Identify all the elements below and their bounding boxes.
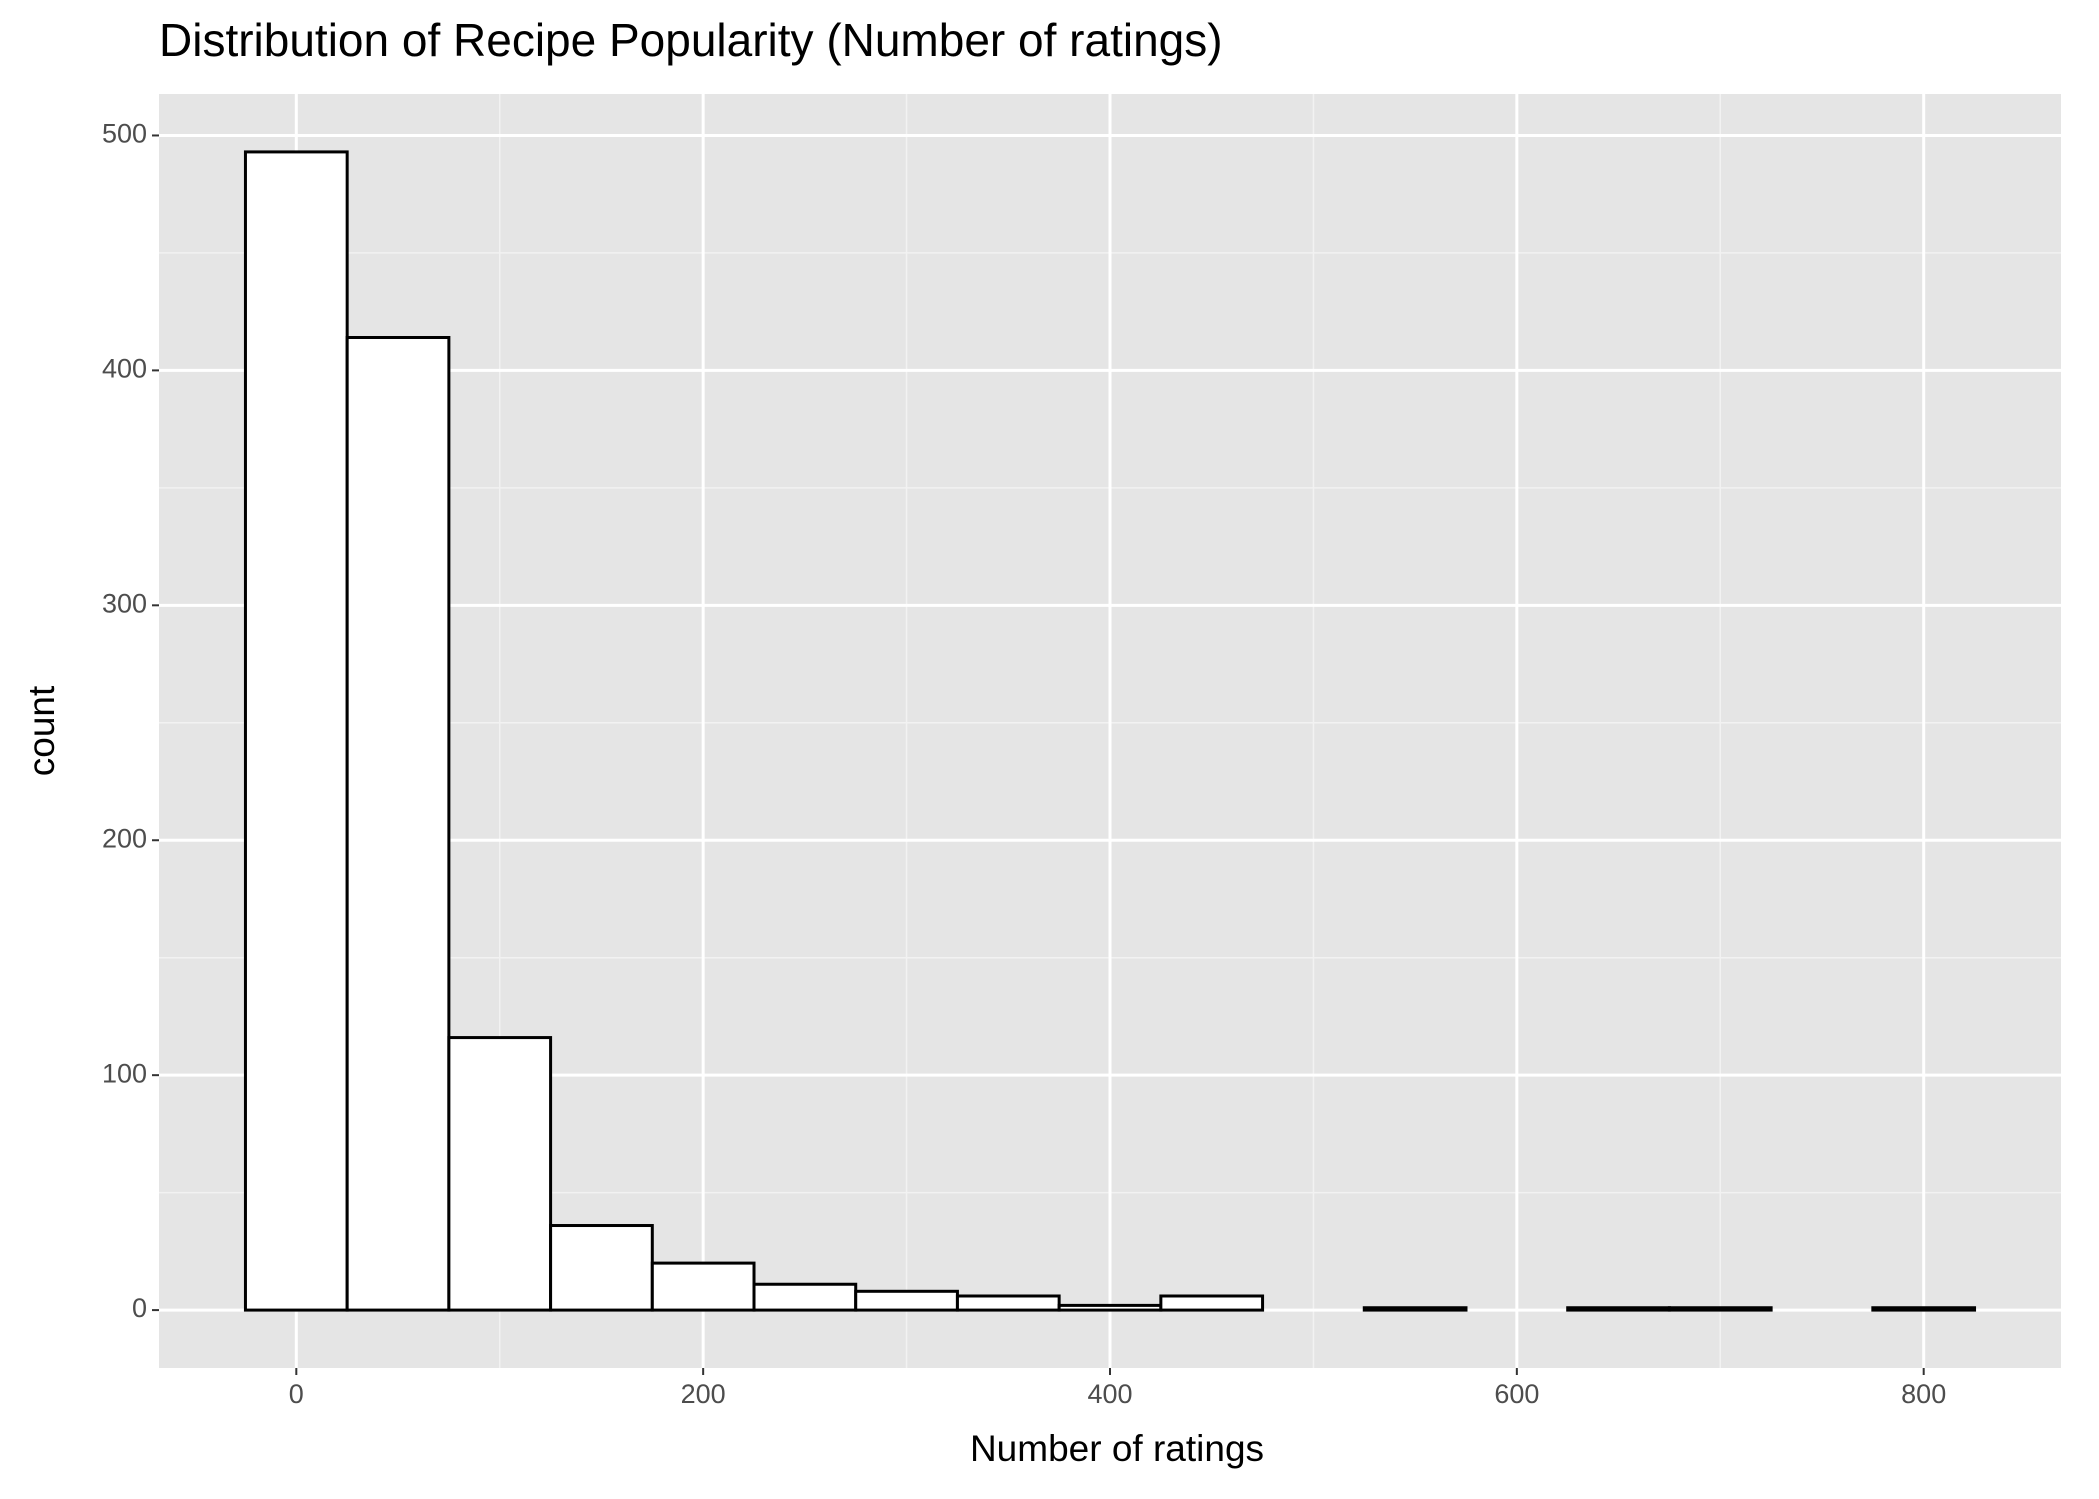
bar	[1057, 1303, 1163, 1312]
bar	[447, 1036, 553, 1312]
bar	[854, 1289, 959, 1312]
x-tick-label: 200	[681, 1379, 726, 1409]
y-tick-label: 300	[102, 588, 147, 618]
x-tick-label: 400	[1087, 1379, 1132, 1409]
y-tick-label: 400	[102, 354, 147, 384]
y-tick-label: 500	[102, 119, 147, 149]
bar	[243, 150, 349, 1312]
bar	[1566, 1306, 1671, 1312]
bar	[1871, 1306, 1977, 1312]
x-axis-title: Number of ratings	[970, 1428, 1264, 1469]
y-tick-label: 100	[102, 1058, 147, 1088]
x-tick-label: 800	[1901, 1379, 1946, 1409]
bar	[549, 1224, 654, 1312]
bar	[752, 1282, 858, 1312]
bar	[1362, 1306, 1468, 1312]
bar	[345, 336, 451, 1312]
y-tick-label: 0	[132, 1293, 147, 1323]
chart-title: Distribution of Recipe Popularity (Numbe…	[159, 14, 1223, 66]
x-tick-label: 600	[1494, 1379, 1539, 1409]
bar	[1159, 1294, 1265, 1312]
y-tick-label: 200	[102, 823, 147, 853]
bar	[650, 1261, 756, 1312]
bar	[1667, 1306, 1773, 1312]
x-tick-label: 0	[289, 1379, 304, 1409]
bar	[955, 1294, 1061, 1312]
y-axis-title: count	[21, 685, 62, 776]
